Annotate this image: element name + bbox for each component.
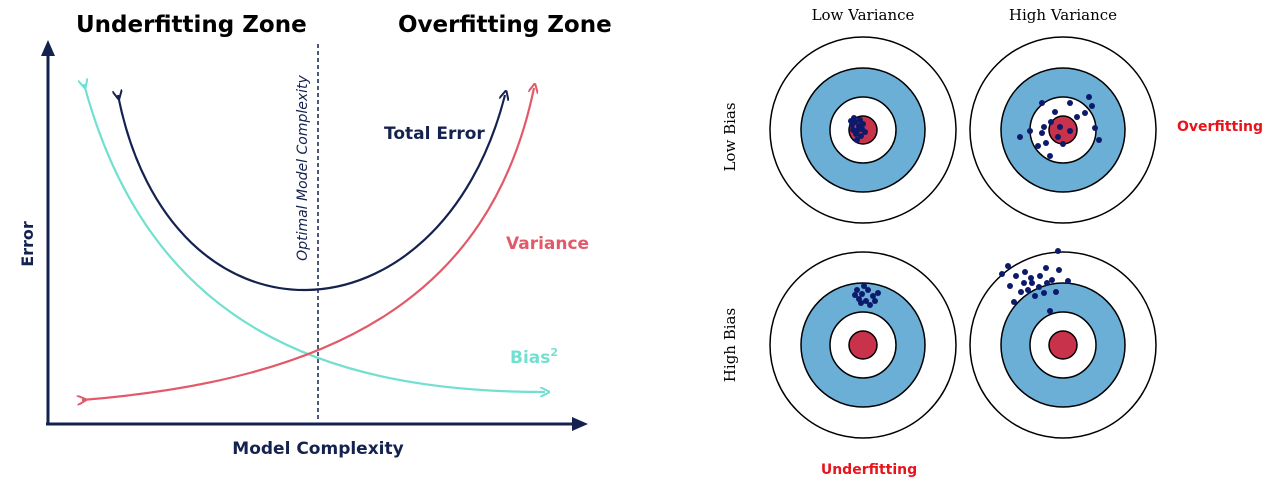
dot-cluster	[852, 283, 881, 308]
row-header-low-bias: Low Bias	[721, 102, 739, 171]
x-axis-label: Model Complexity	[232, 439, 403, 459]
target-high-bias-high-variance	[969, 248, 1157, 439]
y-axis-label: Error	[18, 221, 37, 267]
dot-cluster	[999, 248, 1071, 314]
optimal-complexity-label: Optimal Model Complexity	[295, 74, 311, 260]
target-high-bias-low-variance	[769, 251, 957, 439]
target-low-bias-low-variance	[769, 36, 957, 224]
bias-label-text: Bias	[510, 348, 550, 368]
tradeoff-chart: Underfitting Zone Overfitting Zone Error…	[18, 12, 612, 459]
variance-curve	[82, 88, 534, 400]
dot-cluster	[1017, 94, 1102, 159]
underfitting-zone-title: Underfitting Zone	[76, 12, 307, 38]
targets-figure: Low Variance High Variance Low Bias High…	[721, 6, 1263, 478]
bias-variance-tradeoff-diagram: Underfitting Zone Overfitting Zone Error…	[0, 0, 640, 488]
col-header-low-variance: Low Variance	[812, 6, 915, 24]
bias-label-exponent: 2	[550, 346, 558, 359]
variance-label: Variance	[506, 234, 589, 254]
overfitting-zone-title: Overfitting Zone	[398, 12, 612, 38]
underfitting-label: Underfitting	[821, 462, 917, 478]
total-error-label: Total Error	[384, 124, 485, 144]
col-header-high-variance: High Variance	[1009, 6, 1117, 24]
total-error-curve	[118, 95, 505, 291]
x-axis-arrowhead	[572, 417, 588, 431]
target-low-bias-high-variance	[969, 36, 1157, 224]
bias-label: Bias2	[510, 346, 558, 368]
dot-cluster	[848, 115, 868, 143]
y-axis-arrowhead	[41, 40, 55, 56]
bias-variance-targets: Low Variance High Variance Low Bias High…	[640, 0, 1280, 488]
row-header-high-bias: High Bias	[721, 308, 739, 382]
overfitting-label: Overfitting	[1177, 119, 1263, 135]
